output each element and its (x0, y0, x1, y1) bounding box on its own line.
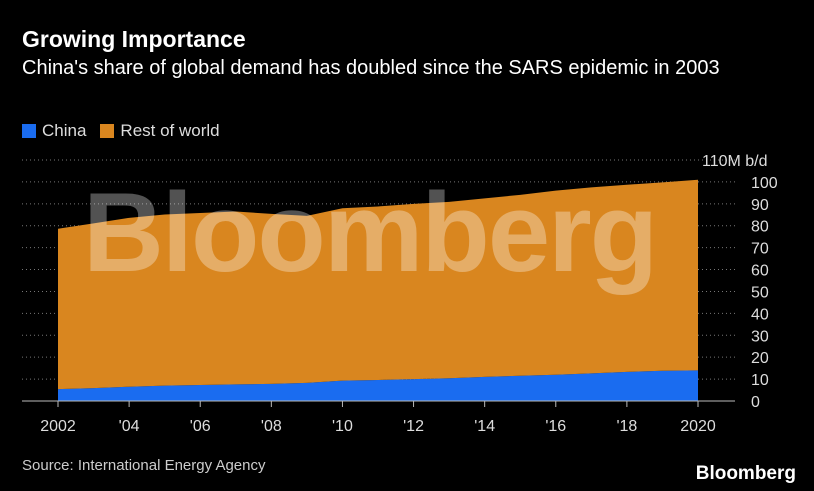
legend-item-rest-of-world: Rest of world (100, 121, 220, 141)
x-tick-label-2008: '08 (261, 418, 282, 435)
y-unit-label: 110M b/d (702, 153, 768, 170)
y-tick-label-100: 100 (751, 175, 778, 192)
y-tick-label-50: 50 (751, 284, 769, 301)
y-tick-label-80: 80 (751, 219, 769, 236)
y-tick-label-60: 60 (751, 263, 769, 280)
bloomberg-logo: Bloomberg (695, 463, 796, 484)
x-tick-label-2020: 2020 (680, 418, 716, 435)
x-tick-label-2002: 2002 (40, 418, 76, 435)
x-tick-label-2010: '10 (332, 418, 353, 435)
x-tick-label-2014: '14 (474, 418, 495, 435)
legend-label-rest-of-world: Rest of world (120, 121, 220, 140)
legend: China Rest of world (22, 121, 234, 141)
legend-item-china: China (22, 121, 86, 141)
y-tick-label-90: 90 (751, 197, 769, 214)
y-tick-label-10: 10 (751, 372, 769, 389)
x-tick-label-2018: '18 (616, 418, 637, 435)
chart-subtitle: China's share of global demand has doubl… (22, 57, 720, 79)
y-tick-label-70: 70 (751, 241, 769, 258)
legend-swatch-china (22, 124, 36, 138)
legend-swatch-rest-of-world (100, 124, 115, 138)
source-note: Source: International Energy Agency (22, 457, 266, 474)
y-tick-label-30: 30 (751, 328, 769, 345)
chart-title: Growing Importance (22, 26, 246, 52)
area-rest-of-world (58, 179, 698, 390)
x-tick-label-2012: '12 (403, 418, 424, 435)
x-tick-label-2004: '04 (119, 418, 140, 435)
x-tick-label-2006: '06 (190, 418, 211, 435)
y-tick-label-40: 40 (751, 306, 769, 323)
legend-label-china: China (42, 121, 87, 140)
y-tick-label-0: 0 (751, 394, 760, 411)
x-tick-label-2016: '16 (545, 418, 566, 435)
area-china (58, 370, 698, 401)
y-tick-label-20: 20 (751, 350, 769, 367)
